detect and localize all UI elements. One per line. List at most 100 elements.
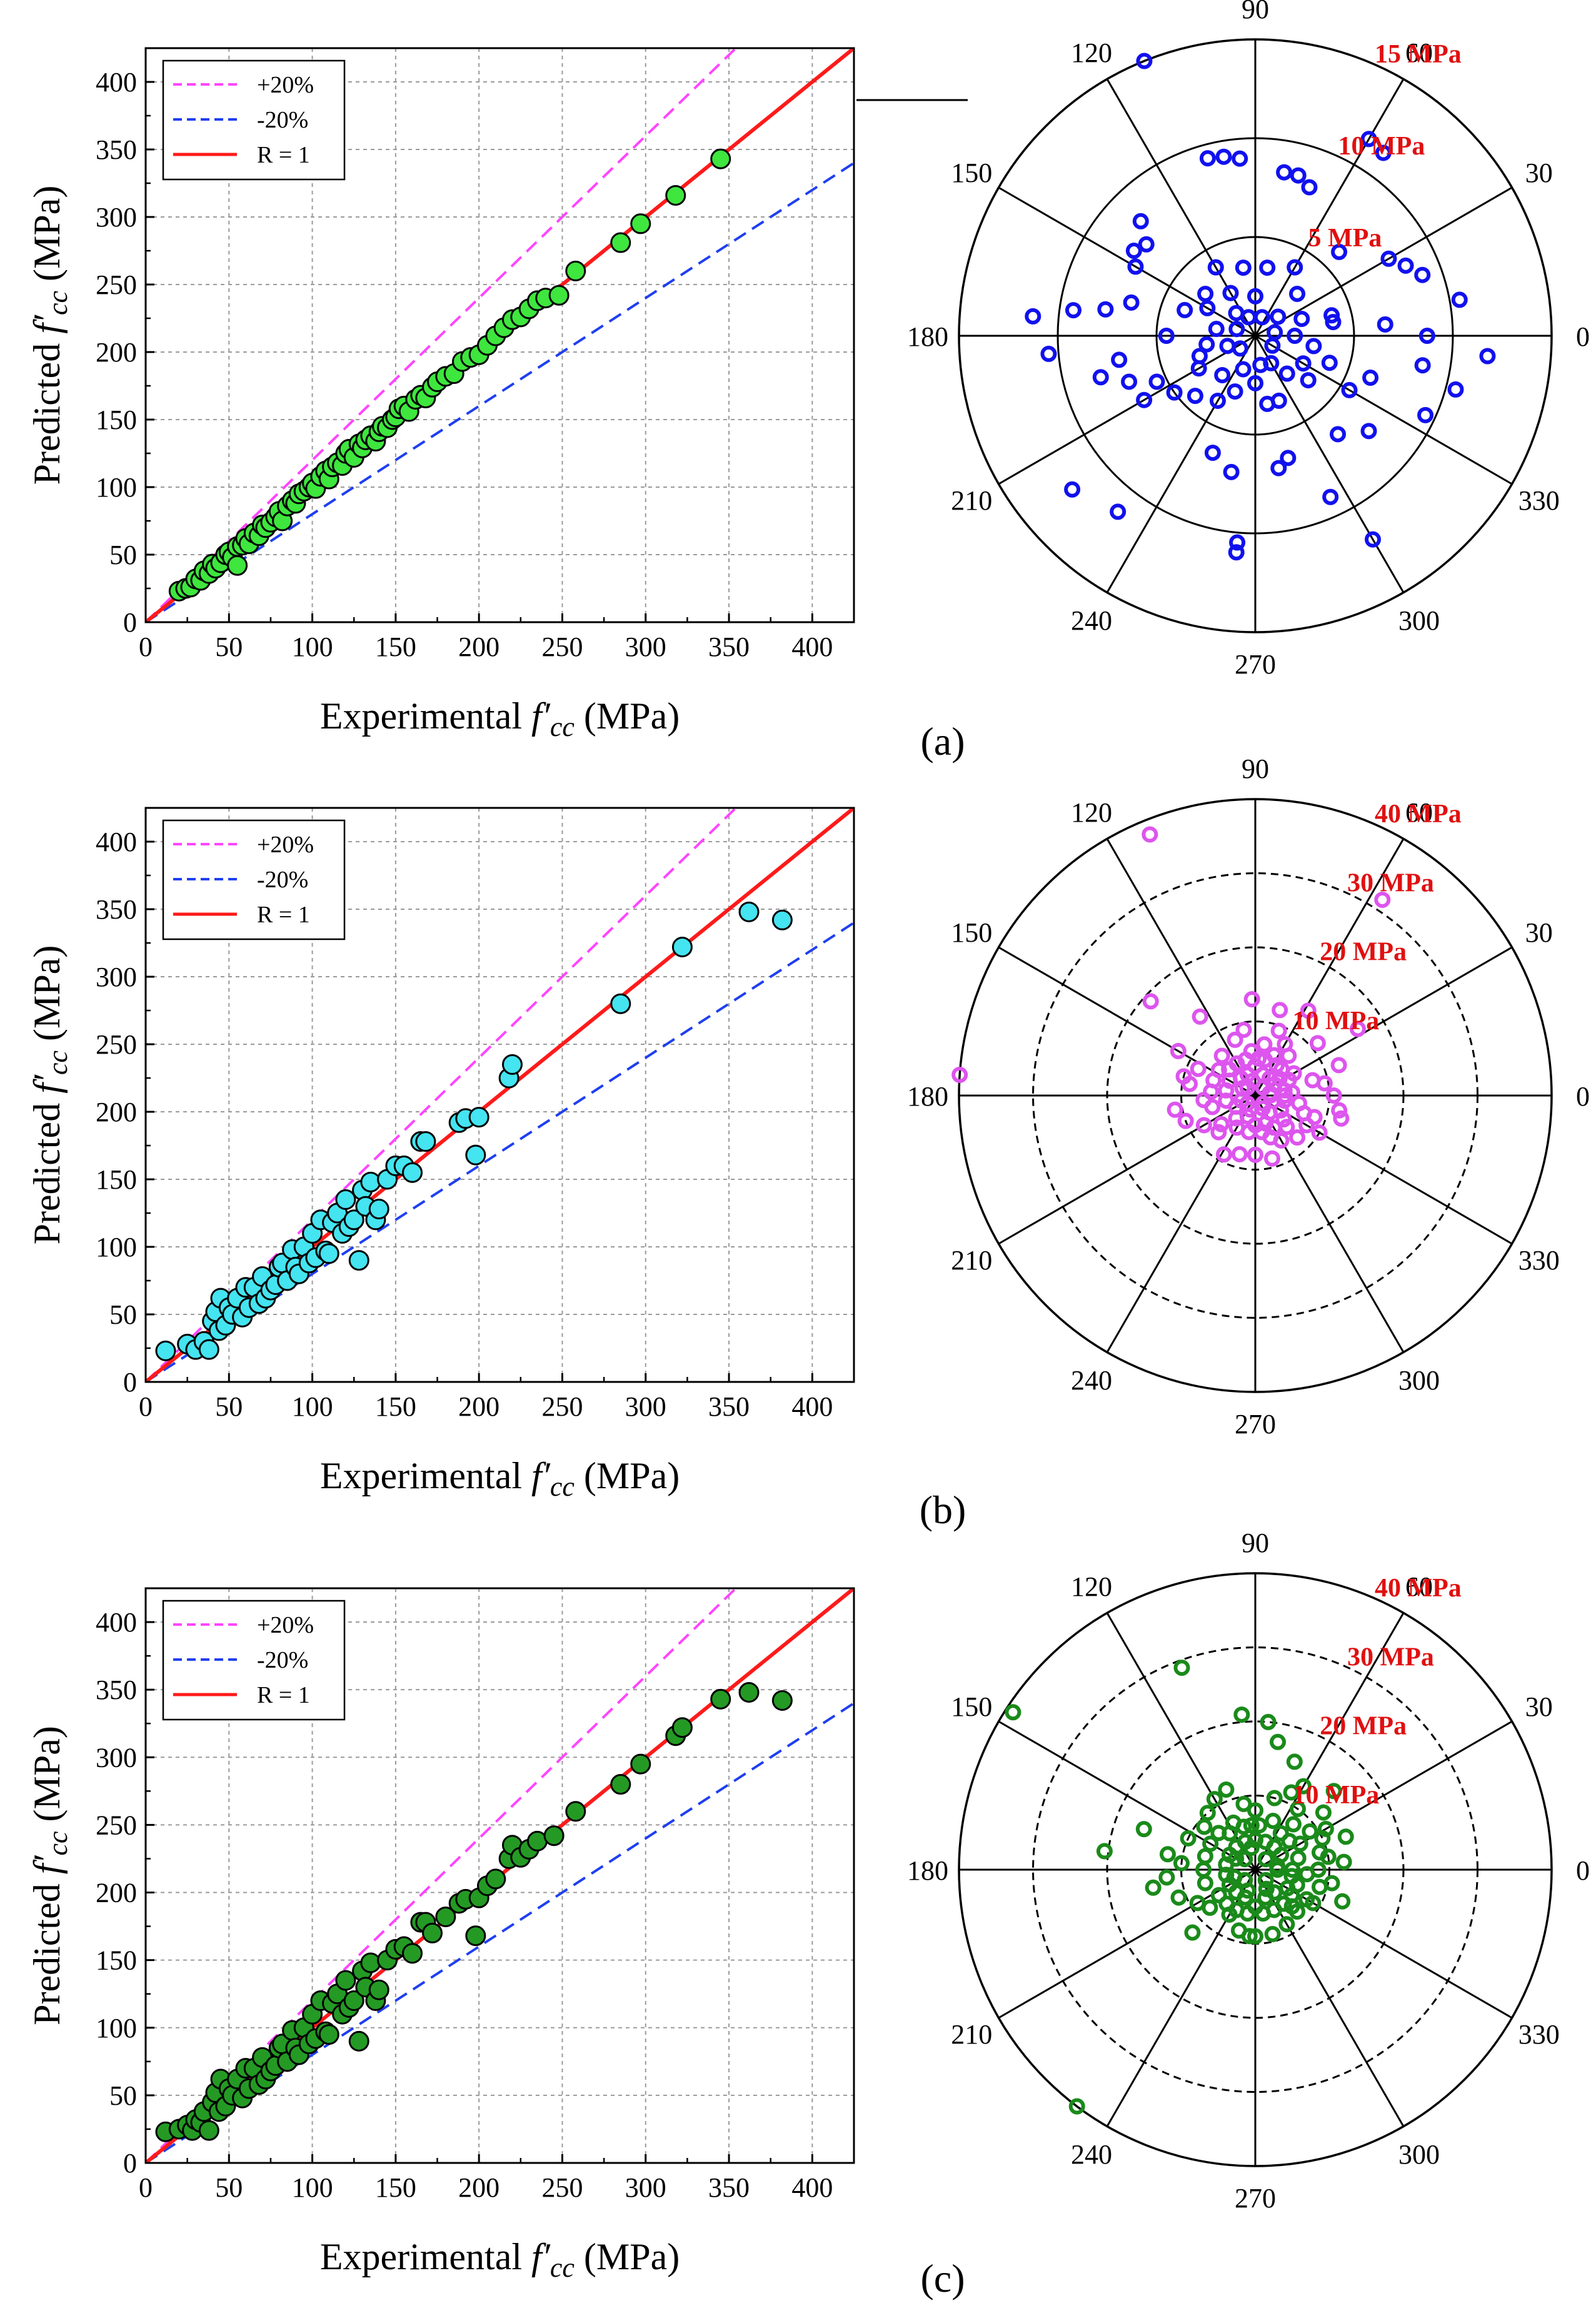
polar-angle-label: 270 [1235, 649, 1276, 680]
y-axis-title-symbol: f′ [26, 1074, 68, 1094]
data-points [168, 148, 731, 602]
polar-point [1278, 1916, 1295, 1933]
y-tick-label: 100 [96, 472, 137, 503]
polar-point [1255, 1095, 1272, 1112]
legend-label-2: -20% [257, 867, 308, 893]
polar-point [1097, 301, 1114, 318]
polar-point [1335, 1853, 1352, 1870]
polar-point [1302, 1823, 1318, 1840]
x-tick-label: 100 [292, 1391, 333, 1422]
x-axis-title-sub: cc [550, 712, 575, 742]
polar-point [1247, 288, 1263, 305]
polar-point [1158, 1869, 1175, 1886]
y-axis-title-suffix: (MPa) [26, 1726, 68, 1831]
polar-point [1241, 1928, 1258, 1945]
polar-point [1222, 285, 1239, 301]
y-tick-label: 150 [96, 405, 137, 435]
polar-point [1121, 373, 1138, 390]
polar-point [1266, 1790, 1283, 1807]
polar-point [1270, 1022, 1287, 1039]
data-point [565, 260, 586, 281]
scatter-panel-2: 0 50 100 150 200 250 300 350 400 0 50 100 150 200 250 3… [26, 807, 855, 1502]
polar-point [1414, 266, 1431, 283]
polar-point [1247, 1928, 1263, 1945]
polar-point [1111, 351, 1128, 368]
data-point [485, 1868, 506, 1890]
x-tick-label: 400 [791, 2172, 833, 2203]
polar-point [1257, 1872, 1274, 1888]
polar-point [1331, 1102, 1348, 1119]
polar-point [1325, 314, 1342, 331]
x-tick-label: 400 [791, 632, 833, 662]
polar-point [1253, 309, 1270, 326]
polar-ring-label: 15 MPa [1375, 40, 1462, 69]
reference-line-1 [146, 48, 738, 622]
polar-point [1263, 1150, 1280, 1167]
data-point [348, 2030, 369, 2052]
polar-point [1267, 324, 1283, 341]
y-tick-label: 400 [96, 1607, 137, 1638]
polar-point [1197, 1875, 1213, 1892]
polar-point [1295, 1105, 1312, 1122]
x-axis-title-sub: cc [550, 1471, 575, 1502]
legend-label-2: -20% [257, 1647, 308, 1673]
polar-angle-label: 30 [1525, 158, 1553, 188]
polar-point [1145, 1879, 1162, 1896]
x-axis-title-suffix: (MPa) [575, 1455, 680, 1496]
polar-point [1199, 300, 1216, 316]
y-axis-title-suffix: (MPa) [26, 945, 68, 1051]
polar-point [1159, 1846, 1176, 1863]
y-axis-title-suffix: (MPa) [26, 186, 68, 291]
y-axis-title-sub: cc [43, 290, 73, 315]
polar-point [1247, 1802, 1263, 1819]
polar-angle-label: 210 [951, 1245, 992, 1276]
polar-angle-label: 330 [1518, 485, 1560, 516]
polar-point [1334, 1893, 1351, 1910]
data-point [435, 1906, 456, 1927]
y-axis-title-sub: cc [43, 1050, 73, 1075]
y-tick-label: 200 [96, 337, 137, 368]
polar-point [1190, 360, 1207, 377]
polar-point [1123, 294, 1140, 311]
polar-point [1337, 1828, 1354, 1845]
polar-point [1210, 1124, 1227, 1141]
polar-point [1207, 259, 1224, 276]
polar-point [1321, 355, 1338, 371]
polar-point [1451, 291, 1468, 308]
polar-point [1309, 1035, 1326, 1052]
y-tick-label: 300 [96, 202, 137, 233]
reference-line-2 [146, 161, 854, 622]
polar-angle-label: 60 [1405, 1571, 1433, 1602]
polar-point [1375, 144, 1392, 161]
data-point [610, 232, 631, 253]
polar-point [1232, 150, 1248, 167]
data-point [465, 1925, 486, 1947]
polar-point [1005, 1704, 1021, 1721]
polar-spoke [1255, 1094, 1513, 1245]
polar-point [1330, 426, 1347, 443]
polar-spoke [1106, 335, 1257, 593]
polar-point [1265, 1813, 1282, 1830]
polar-point [1258, 1880, 1275, 1897]
polar-point [1301, 179, 1318, 196]
polar-point [1374, 891, 1391, 908]
x-tick-label: 50 [215, 2172, 243, 2203]
data-point [548, 285, 570, 306]
polar-point [1280, 1047, 1297, 1064]
polar-point [1257, 1851, 1274, 1868]
polar-point [1360, 423, 1377, 440]
polar-point [1377, 316, 1393, 333]
data-point [402, 1943, 423, 1964]
polar-point [1096, 1843, 1113, 1860]
polar-point [1315, 1804, 1332, 1821]
legend-label-3: R = 1 [257, 902, 310, 928]
polar-angle-label: 240 [1071, 2139, 1112, 2170]
polar-point [1272, 1825, 1289, 1842]
polar-angle-label: 240 [1071, 1365, 1112, 1396]
polar-angle-label: 30 [1525, 917, 1553, 948]
polar-angle-label: 270 [1235, 1409, 1276, 1439]
polar-point [1312, 1878, 1328, 1895]
polar-point [1228, 321, 1245, 338]
polar-point [1289, 1129, 1306, 1146]
polar-point [1197, 285, 1214, 302]
